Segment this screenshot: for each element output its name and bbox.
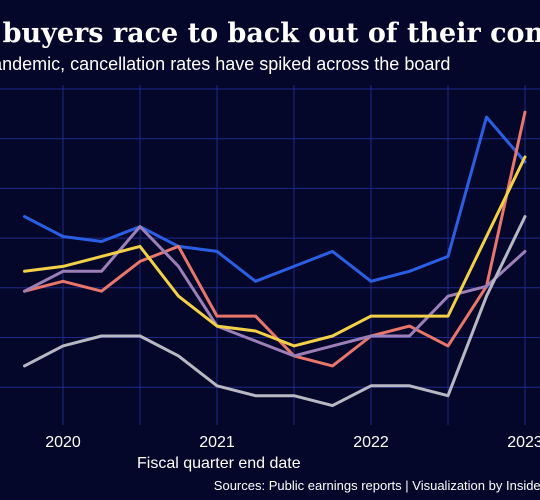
chart-title: Home buyers race to back out of their co… bbox=[0, 18, 540, 49]
x-tick-label: 2020 bbox=[45, 434, 81, 451]
grid bbox=[0, 85, 540, 425]
source-note: Sources: Public earnings reports | Visua… bbox=[214, 478, 540, 493]
series-line-4 bbox=[23, 225, 527, 358]
x-axis-title: Fiscal quarter end date bbox=[137, 455, 301, 472]
series-line-2 bbox=[23, 110, 527, 368]
x-axis-ticks: 2020 2021 2022 2023 bbox=[45, 434, 540, 451]
x-tick-label: 2023 bbox=[507, 434, 540, 451]
series-line-3 bbox=[23, 155, 527, 348]
series-line-1 bbox=[23, 115, 527, 283]
series-line-5 bbox=[23, 215, 527, 408]
chart-subtitle: In the midst of the pandemic, cancellati… bbox=[0, 54, 450, 74]
x-tick-label: 2021 bbox=[199, 434, 235, 451]
x-tick-label: 2022 bbox=[353, 434, 389, 451]
series-lines bbox=[23, 110, 527, 408]
